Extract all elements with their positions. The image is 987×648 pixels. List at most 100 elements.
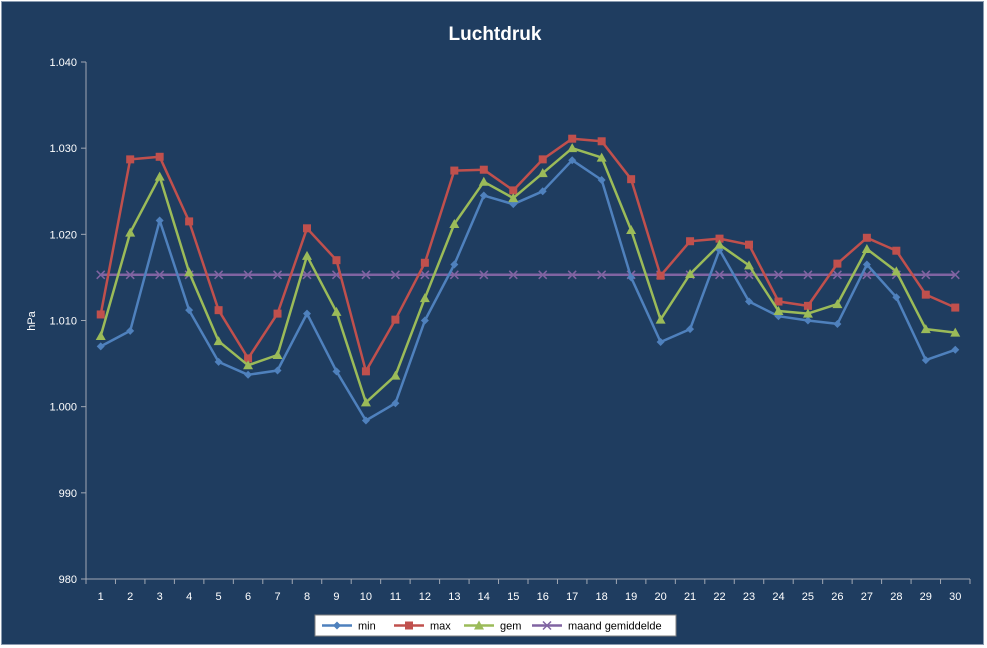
data-point-gem: [154, 171, 165, 181]
data-point-min: [656, 338, 665, 347]
x-tick-label: 26: [831, 591, 843, 603]
data-point-gem: [861, 243, 872, 253]
data-point-max: [214, 306, 223, 315]
legend-item-min: min: [322, 621, 376, 633]
x-tick-label: 8: [304, 591, 310, 603]
data-point-maand-gemiddelde: [125, 270, 135, 280]
y-axis-label: hPa: [26, 310, 38, 330]
y-tick-label: 1.020: [49, 229, 77, 241]
x-tick-label: 1: [98, 591, 104, 603]
data-point-gem: [744, 260, 754, 270]
data-point-min: [538, 187, 547, 196]
data-point-gem: [920, 324, 931, 334]
data-point-min: [862, 260, 871, 269]
data-point-gem: [302, 250, 312, 260]
data-point-min: [479, 191, 488, 200]
data-point-max: [420, 258, 429, 267]
data-point-min: [892, 293, 901, 302]
data-point-min: [391, 399, 400, 408]
data-point-max: [833, 259, 842, 268]
x-tick-label: 23: [743, 591, 755, 603]
data-point-maand-gemiddelde: [155, 270, 165, 280]
data-point-maand-gemiddelde: [96, 270, 106, 280]
data-point-max: [126, 155, 135, 164]
data-point-gem: [714, 239, 725, 249]
x-tick-label: 17: [566, 591, 578, 603]
data-point-min: [244, 370, 253, 379]
data-point-min: [185, 306, 194, 315]
data-point-maand-gemiddelde: [302, 270, 312, 280]
legend-label-maand-gemiddelde: maand gemiddelde: [568, 621, 662, 633]
x-tick-label: 9: [333, 591, 339, 603]
data-point-maand-gemiddelde: [715, 270, 725, 280]
x-tick-label: 20: [654, 591, 666, 603]
legend-item-gem: gem: [464, 620, 521, 633]
data-point-min: [627, 273, 636, 282]
data-point-min: [361, 416, 370, 425]
x-tick-label: 22: [713, 591, 725, 603]
data-point-min: [951, 345, 960, 354]
x-tick-label: 21: [684, 591, 696, 603]
data-point-maand-gemiddelde: [243, 270, 253, 280]
data-point-maand-gemiddelde: [538, 270, 548, 280]
data-point-max: [715, 234, 724, 243]
data-point-min: [509, 200, 518, 209]
data-point-maand-gemiddelde: [479, 270, 489, 280]
x-tick-label: 16: [537, 591, 549, 603]
x-tick-label: 11: [390, 591, 401, 603]
data-point-max: [509, 186, 518, 195]
data-point-gem: [891, 266, 902, 276]
data-point-maand-gemiddelde: [832, 270, 842, 280]
data-point-max: [273, 309, 282, 318]
x-tick-label: 3: [157, 591, 163, 603]
data-point-max: [656, 271, 665, 280]
legend-marker-max: [405, 621, 413, 630]
x-tick-label: 4: [186, 591, 192, 603]
x-tick-label: 29: [920, 591, 932, 603]
y-tick-label: 1.040: [49, 57, 77, 69]
data-point-gem: [832, 299, 843, 309]
data-point-max: [892, 246, 901, 255]
y-tick-label: 980: [59, 574, 77, 586]
data-point-min: [597, 176, 606, 185]
y-tick-label: 1.030: [49, 143, 77, 155]
data-point-gem: [537, 168, 548, 178]
data-point-maand-gemiddelde: [567, 270, 577, 280]
legend: min max gem maand gemiddelde: [314, 614, 677, 637]
data-point-gem: [685, 268, 696, 278]
data-point-gem: [567, 143, 578, 153]
x-tick-label: 2: [127, 591, 133, 603]
data-point-min: [921, 356, 930, 365]
data-point-min: [332, 367, 341, 376]
x-tick-label: 6: [245, 591, 251, 603]
data-point-gem: [508, 193, 519, 203]
data-point-gem: [95, 331, 106, 341]
x-tick-label: 28: [890, 591, 902, 603]
legend-marker-maand-gemiddelde: [542, 620, 552, 631]
legend-marker-gem: [474, 620, 484, 630]
data-point-maand-gemiddelde: [773, 270, 783, 280]
data-point-min: [568, 156, 577, 165]
series-line-min: [100, 158, 956, 422]
data-point-maand-gemiddelde: [597, 270, 607, 280]
data-point-maand-gemiddelde: [273, 270, 283, 280]
x-tick-label: 25: [802, 591, 814, 603]
series-maand-gemiddelde: [96, 270, 960, 280]
data-point-max: [921, 290, 930, 299]
data-point-gem: [449, 218, 460, 228]
data-point-maand-gemiddelde: [214, 270, 224, 280]
series-line-gem: [99, 146, 956, 404]
x-tick-label: 10: [360, 591, 372, 603]
x-tick-label: 14: [478, 591, 490, 603]
data-point-gem: [272, 349, 283, 359]
data-point-max: [862, 233, 871, 242]
data-point-min: [214, 357, 223, 366]
data-point-min: [126, 326, 135, 335]
data-point-min: [420, 316, 429, 325]
data-point-min: [155, 216, 164, 225]
data-point-gem: [802, 308, 813, 318]
data-point-min: [303, 309, 311, 318]
data-point-gem: [478, 176, 489, 186]
data-point-max: [597, 137, 606, 146]
